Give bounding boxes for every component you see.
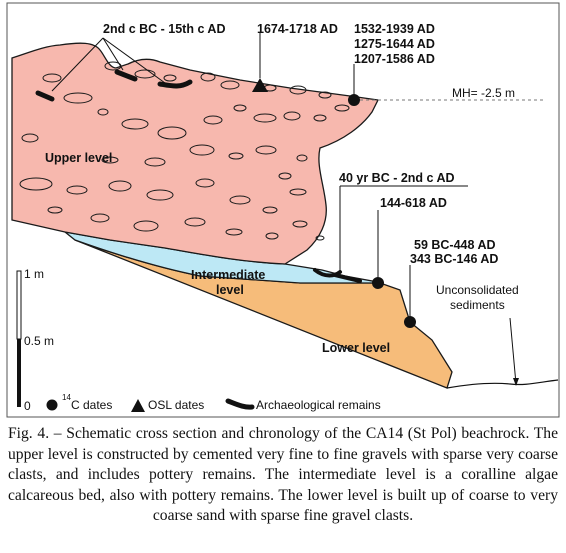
mid-date-1: 40 yr BC - 2nd c AD	[339, 171, 455, 185]
osl-date-label: 1674-1718 AD	[257, 22, 338, 36]
archaeo-shard-2	[114, 69, 138, 82]
archaeo-range-label: 2nd c BC - 15th c AD	[103, 22, 225, 36]
c14-marker-low	[404, 316, 416, 328]
archaeo-shard-1	[35, 90, 55, 102]
legend: 14 C dates OSL dates Archaeological rema…	[46, 393, 381, 412]
scale-bar: 1 m 0.5 m 0	[16, 267, 54, 413]
archaeo-shard-5	[333, 273, 362, 283]
legend-osl-icon	[131, 399, 145, 412]
unconsolidated-arrowhead	[513, 378, 519, 386]
archaeo-pointers	[51, 37, 166, 92]
archaeo-shard-4	[313, 268, 342, 278]
mid-date-2: 144-618 AD	[380, 196, 447, 210]
upper-level-clasts	[19, 61, 350, 241]
intermediate-level-label-2: level	[216, 283, 244, 297]
scale-top-label: 1 m	[24, 267, 44, 281]
c14-marker-mid	[372, 277, 384, 289]
c14-top-date-3: 1207-1586 AD	[354, 52, 435, 66]
osl-marker	[252, 78, 268, 92]
legend-c14-sup: 14	[62, 393, 71, 402]
cross-section-diagram: 1 m 0.5 m 0 2nd c BC - 15th c AD 1674-17…	[6, 2, 560, 418]
archaeo-shard-3	[157, 79, 193, 89]
figure-frame	[6, 2, 560, 418]
unconsolidated-surface	[446, 379, 559, 389]
unconsolidated-label-1: Unconsolidated	[436, 283, 519, 297]
scale-mid-label: 0.5 m	[24, 334, 54, 348]
legend-c14-label: C dates	[71, 398, 112, 412]
upper-level-label: Upper level	[45, 151, 112, 165]
archaeological-remains	[35, 69, 362, 283]
c14-top-date-2: 1275-1644 AD	[354, 37, 435, 51]
intermediate-level-label-1: Intermediate	[191, 268, 265, 282]
unconsolidated-pointer	[509, 317, 517, 385]
c14-top-date-1: 1532-1939 AD	[354, 22, 435, 36]
lower-level-label: Lower level	[322, 341, 390, 355]
legend-osl-label: OSL dates	[148, 398, 204, 412]
legend-archaeo-icon	[225, 398, 255, 410]
figure-caption: Fig. 4. – Schematic cross section and ch…	[8, 425, 558, 524]
low-date-2: 343 BC-146 AD	[410, 252, 498, 266]
mh-label: MH= -2.5 m	[452, 86, 515, 100]
legend-archaeo-label: Archaeological remains	[256, 398, 381, 412]
low-date-1: 59 BC-448 AD	[414, 238, 496, 252]
unconsolidated-label-2: sediments	[450, 298, 505, 312]
c14-marker-top	[348, 94, 360, 106]
legend-c14-icon	[46, 399, 58, 411]
scale-bottom-label: 0	[24, 399, 31, 413]
